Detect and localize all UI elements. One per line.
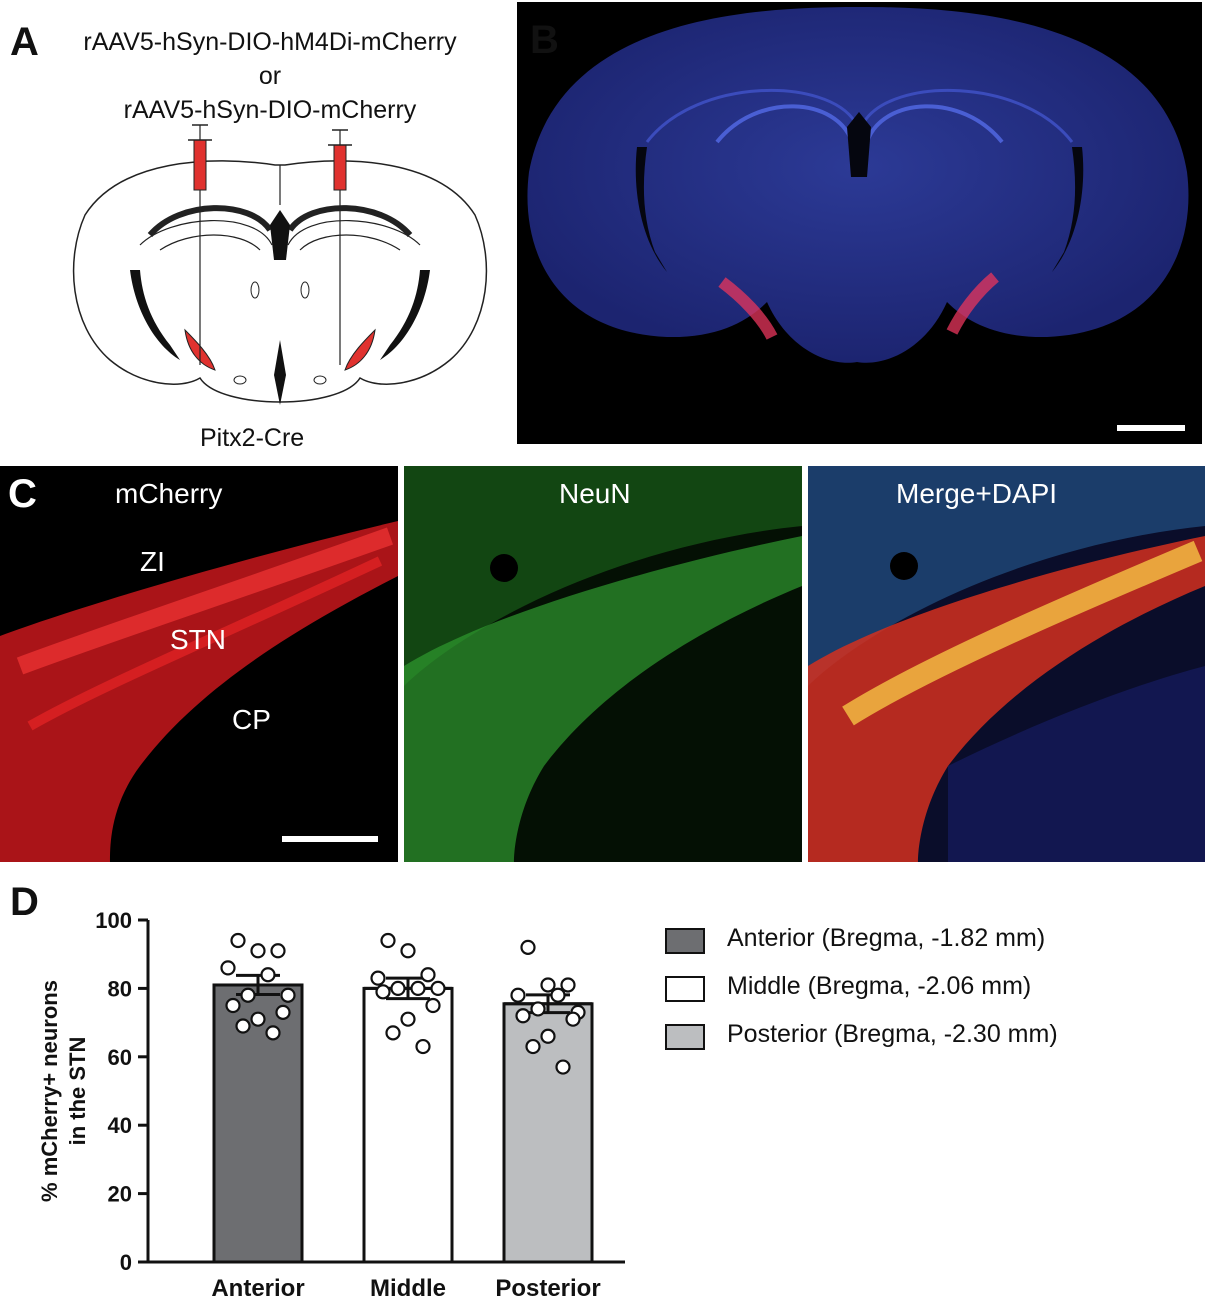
bar-anterior	[212, 983, 304, 1264]
y-axis-label-line2: in the STN	[65, 1037, 90, 1146]
x-tick-label-middle: Middle	[370, 1275, 446, 1300]
data-point	[415, 1038, 431, 1055]
data-point	[540, 977, 556, 993]
data-point	[220, 960, 236, 976]
panel-c-letter: C	[8, 472, 37, 516]
data-point	[525, 1038, 541, 1055]
data-point	[260, 967, 276, 983]
data-point	[515, 1008, 531, 1024]
data-point	[235, 1018, 251, 1034]
data-point	[390, 980, 406, 997]
panel-b-letter: B	[530, 18, 559, 62]
mcherry-image: mCherry ZI STN CP	[0, 466, 398, 862]
data-point	[230, 932, 246, 949]
region-label-zi: ZI	[140, 546, 165, 577]
data-point	[250, 943, 266, 959]
bar-posterior	[502, 1002, 594, 1264]
bar-chart: 0 20 40 60 80 100 % mCherry+ neurons in the STN…	[37, 908, 625, 1300]
legend-swatch-posterior	[665, 1024, 705, 1050]
data-point	[520, 939, 536, 955]
virus-label-1: rAAV5-hSyn-DIO-hM4Di-mCherry	[83, 28, 457, 56]
data-point	[555, 1059, 571, 1075]
virus-label-or: or	[258, 62, 282, 90]
channel-label-mcherry: mCherry	[115, 478, 223, 509]
x-tick-label-anterior: Anterior	[211, 1275, 304, 1300]
y-tick-label: 100	[95, 908, 132, 933]
data-point	[430, 980, 446, 997]
virus-label-2: rAAV5-hSyn-DIO-mCherry	[123, 96, 417, 124]
data-point	[510, 987, 526, 1003]
legend-swatch-anterior	[665, 928, 705, 954]
data-point	[560, 977, 576, 993]
region-label-cp: CP	[232, 704, 271, 735]
panel-a-letter: A	[10, 20, 39, 64]
brain-schematic	[72, 124, 488, 405]
data-point	[550, 987, 566, 1003]
data-point	[270, 943, 286, 959]
data-point	[420, 967, 436, 983]
data-point	[380, 932, 396, 949]
coronal-section-image	[517, 2, 1202, 444]
data-point	[385, 1025, 401, 1041]
y-axis-label-line1: % mCherry+ neurons	[37, 980, 62, 1202]
data-point	[425, 997, 441, 1014]
y-tick-label: 20	[108, 1182, 132, 1207]
data-point	[410, 980, 426, 997]
bar-middle	[362, 986, 454, 1264]
data-point	[280, 987, 296, 1003]
channel-label-merge: Merge+DAPI	[896, 478, 1058, 509]
data-point	[375, 984, 391, 1000]
data-point	[400, 943, 416, 959]
merge-image: Merge+DAPI	[808, 466, 1205, 862]
x-tick-label-posterior: Posterior	[495, 1275, 600, 1300]
mouse-line-label: Pitx2-Cre	[200, 424, 305, 452]
legend-swatch-middle	[665, 976, 705, 1002]
data-point	[530, 1001, 546, 1017]
legend-label-anterior: Anterior (Bregma, -1.82 mm)	[727, 924, 1046, 952]
data-point	[265, 1025, 281, 1041]
y-tick-label: 80	[108, 976, 132, 1001]
data-point	[565, 1011, 581, 1027]
data-point	[370, 970, 386, 986]
data-point	[275, 1004, 291, 1020]
legend-item-posterior: Posterior (Bregma, -2.30 mm)	[665, 1020, 1105, 1056]
data-point	[225, 997, 241, 1014]
channel-label-neun: NeuN	[559, 478, 631, 509]
data-point	[400, 1011, 416, 1027]
data-point	[240, 987, 256, 1003]
legend-item-anterior: Anterior (Bregma, -1.82 mm)	[665, 924, 1105, 960]
legend-label-middle: Middle (Bregma, -2.06 mm)	[727, 972, 1032, 1000]
data-point	[250, 1011, 266, 1027]
region-label-stn: STN	[170, 624, 226, 655]
panel-d-letter: D	[10, 880, 39, 924]
y-tick-label: 40	[108, 1113, 132, 1138]
y-tick-label: 60	[108, 1045, 132, 1070]
neun-image: NeuN	[404, 466, 802, 862]
legend-label-posterior: Posterior (Bregma, -2.30 mm)	[727, 1020, 1058, 1048]
legend-item-middle: Middle (Bregma, -2.06 mm)	[665, 972, 1105, 1008]
y-tick-label: 0	[120, 1250, 132, 1275]
data-point	[540, 1028, 556, 1044]
